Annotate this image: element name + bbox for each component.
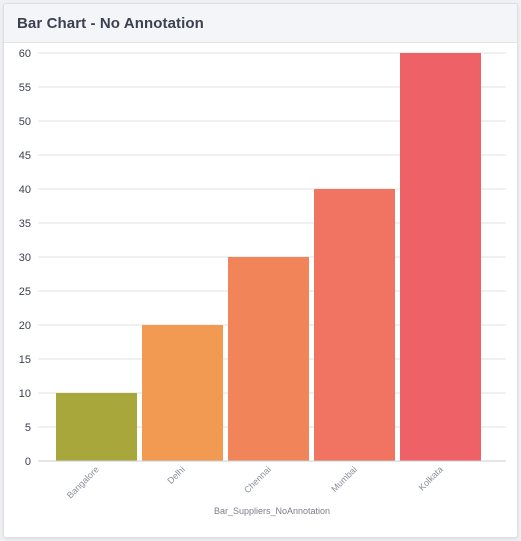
x-tick-label: Bangalore	[65, 464, 101, 500]
x-tick-label: Chennai	[242, 464, 273, 495]
x-axis-label: Bar_Suppliers_NoAnnotation	[214, 506, 330, 516]
bar-delhi[interactable]	[142, 325, 223, 461]
y-tick-label: 5	[25, 422, 31, 434]
y-tick-label: 30	[19, 252, 31, 264]
bar-mumbai[interactable]	[314, 189, 395, 461]
chart-card: Bar Chart - No Annotation 0 5 10 15 20 25 30 35…	[3, 3, 518, 538]
bar-bangalore[interactable]	[56, 393, 137, 461]
y-tick-label: 60	[19, 48, 31, 60]
card-title: Bar Chart - No Annotation	[17, 14, 204, 32]
y-tick-label: 0	[25, 456, 31, 468]
x-tick-label: Kolkata	[417, 464, 445, 492]
y-tick-label: 15	[19, 354, 31, 366]
y-tick-label: 40	[19, 184, 31, 196]
y-tick-label: 20	[19, 320, 31, 332]
y-tick-label: 55	[19, 82, 31, 94]
y-tick-label: 50	[19, 116, 31, 128]
card-header: Bar Chart - No Annotation	[4, 4, 517, 43]
y-tick-label: 35	[19, 218, 31, 230]
y-tick-label: 25	[19, 286, 31, 298]
bar-chennai[interactable]	[228, 257, 309, 461]
bar-chart: 0 5 10 15 20 25 30 35 40 45 50 55 60 Bangalore Delhi Ch…	[19, 48, 506, 516]
x-tick-label: Mumbai	[329, 464, 359, 494]
y-tick-label: 45	[19, 150, 31, 162]
y-tick-label: 10	[19, 388, 31, 400]
x-tick-label: Delhi	[165, 464, 187, 486]
bar-kolkata[interactable]	[400, 53, 481, 461]
